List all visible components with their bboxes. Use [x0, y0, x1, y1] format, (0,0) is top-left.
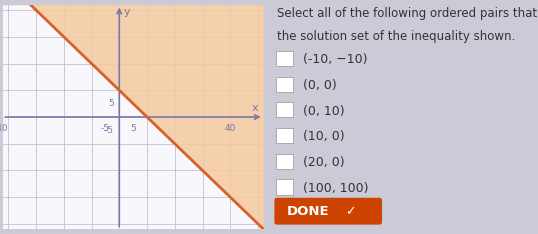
Text: ✓: ✓ [345, 205, 356, 218]
Text: 5: 5 [108, 99, 114, 108]
FancyBboxPatch shape [276, 51, 293, 66]
Text: -5: -5 [105, 126, 114, 135]
Text: -5: -5 [101, 124, 110, 133]
Text: x: x [251, 103, 258, 113]
Text: DONE: DONE [286, 205, 329, 218]
Text: the solution set of the inequality shown.: the solution set of the inequality shown… [277, 30, 515, 44]
FancyBboxPatch shape [276, 77, 293, 92]
Text: (-10, −10): (-10, −10) [302, 53, 367, 66]
Text: (0, 10): (0, 10) [302, 105, 344, 118]
Text: (10, 0): (10, 0) [302, 130, 344, 143]
Text: 40: 40 [225, 124, 236, 133]
Text: y: y [123, 7, 130, 17]
FancyBboxPatch shape [274, 198, 382, 225]
Text: (100, 100): (100, 100) [302, 182, 368, 195]
Text: (0, 0): (0, 0) [302, 79, 336, 92]
FancyBboxPatch shape [276, 128, 293, 143]
Text: -40: -40 [0, 124, 8, 133]
FancyBboxPatch shape [276, 154, 293, 169]
Text: Select all of the following ordered pairs that are: Select all of the following ordered pair… [277, 7, 538, 20]
FancyBboxPatch shape [276, 102, 293, 117]
Text: (20, 0): (20, 0) [302, 156, 344, 169]
FancyBboxPatch shape [276, 179, 293, 195]
Text: 5: 5 [130, 124, 136, 133]
